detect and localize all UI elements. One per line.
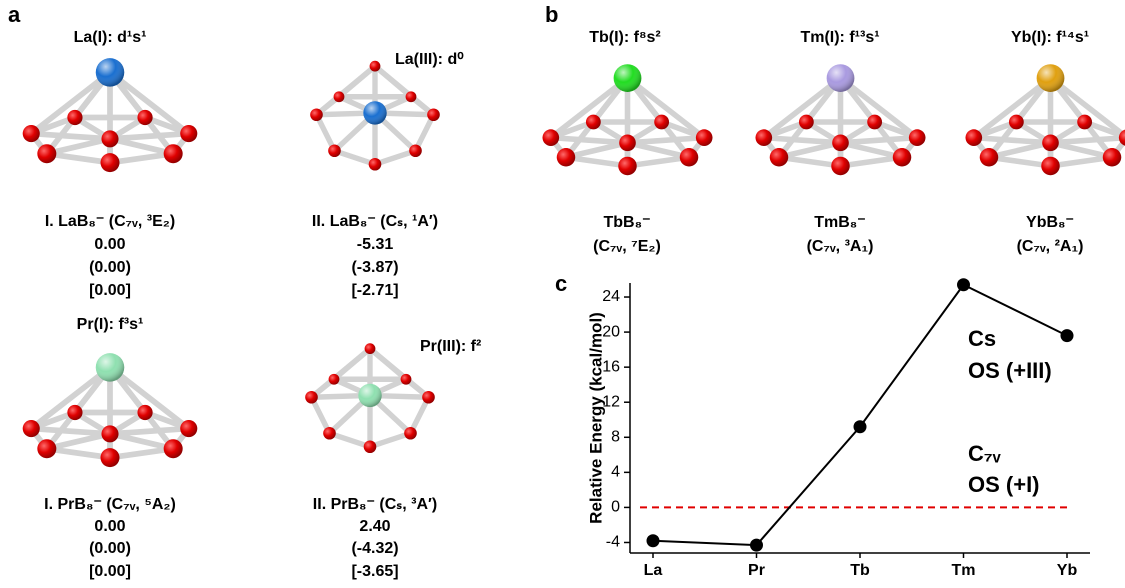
structure-name: I. LaB₈⁻ (C₇ᵥ, ³E₂) [45, 213, 175, 230]
structure-name: YbB₈⁻ [1026, 214, 1074, 231]
structure-header: Tm(I): f¹³s¹ [800, 29, 879, 46]
y-tick-label: 20 [602, 323, 620, 340]
structure-header: Pr(I): f³s¹ [77, 316, 144, 333]
energy: (-4.32) [351, 540, 398, 557]
structure-name: TbB₈⁻ [603, 214, 650, 231]
structure-header: La(III): d⁰ [395, 51, 464, 68]
molecule [23, 58, 198, 172]
energy: -5.31 [357, 236, 394, 253]
energy: [0.00] [89, 563, 131, 580]
panel-label: c [555, 271, 567, 296]
structure-name: I. PrB₈⁻ (C₇ᵥ, ⁵A₂) [44, 496, 176, 513]
panel-label: b [545, 2, 558, 27]
x-tick-label: Yb [1057, 562, 1078, 579]
energy: (0.00) [89, 540, 131, 557]
annotation: C₇ᵥ [968, 441, 1002, 466]
marker [1061, 329, 1074, 342]
structure-name: TmB₈⁻ [814, 214, 866, 231]
marker [647, 534, 660, 547]
annotation: OS (+III) [968, 358, 1052, 383]
structure-symmetry: (C₇ᵥ, ⁷E₂) [593, 238, 661, 255]
marker [854, 420, 867, 433]
structure-header: Pr(III): f² [420, 338, 481, 355]
x-tick-label: Tb [850, 562, 870, 579]
molecule [310, 61, 440, 171]
y-tick-label: 8 [611, 429, 620, 446]
annotation: Cs [968, 326, 996, 351]
structure-header: La(I): d¹s¹ [74, 29, 147, 46]
molecule [23, 353, 198, 467]
energy: (0.00) [89, 259, 131, 276]
energy: [0.00] [89, 282, 131, 299]
structure-header: Tb(I): f⁸s² [589, 29, 661, 46]
y-tick-label: 12 [602, 393, 620, 410]
structure-header: Yb(I): f¹⁴s¹ [1011, 29, 1089, 46]
molecule [755, 64, 925, 175]
molecule [542, 64, 712, 175]
figure: a La(I): d¹s¹ I. LaB₈⁻ (C₇ᵥ, ³E₂) 0.00 (… [0, 0, 1125, 583]
marker [957, 278, 970, 291]
molecule [305, 343, 435, 453]
energy: (-3.87) [351, 259, 398, 276]
x-tick-label: Tm [952, 562, 976, 579]
y-axis-label: Relative Energy (kcal/mol) [586, 312, 605, 524]
y-tick-label: 4 [611, 464, 620, 481]
energy: 0.00 [94, 518, 125, 535]
page: {"panel_a": {"label": "a", "structures":… [0, 0, 1125, 588]
y-tick-label: 0 [611, 499, 620, 516]
marker [750, 539, 763, 552]
energy: 0.00 [94, 236, 125, 253]
structure-name: II. PrB₈⁻ (Cₛ, ³A′) [313, 496, 437, 513]
x-tick-label: Pr [748, 562, 765, 579]
y-tick-label: -4 [606, 534, 620, 551]
x-tick-label: La [644, 562, 663, 579]
molecule [965, 64, 1125, 175]
energy: 2.40 [359, 518, 390, 535]
structure-symmetry: (C₇ᵥ, ³A₁) [807, 238, 874, 255]
y-tick-label: 16 [602, 358, 620, 375]
panel-label: a [8, 2, 21, 27]
structure-name: II. LaB₈⁻ (Cₛ, ¹A′) [312, 213, 438, 230]
structure-symmetry: (C₇ᵥ, ²A₁) [1017, 238, 1084, 255]
annotation: OS (+I) [968, 472, 1040, 497]
line [653, 285, 1067, 545]
energy: [-3.65] [351, 563, 398, 580]
energy: [-2.71] [351, 282, 398, 299]
y-tick-label: 24 [602, 288, 620, 305]
